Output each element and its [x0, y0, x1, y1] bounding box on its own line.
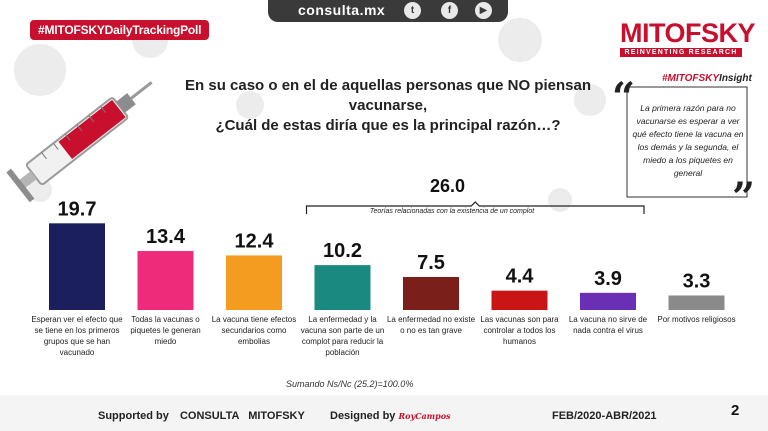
- designed-by-prefix: Designed by: [330, 410, 396, 422]
- bar-7: [580, 292, 636, 310]
- quote-box-frame: [626, 86, 748, 198]
- bar-value-label-1: 19.7: [58, 198, 97, 220]
- bar-3: [226, 255, 282, 310]
- bar-1: [49, 223, 105, 310]
- bar-6: [491, 290, 548, 310]
- bar-value-label-6: 4.4: [506, 266, 535, 288]
- brand-logo: MITOFSKY: [620, 18, 756, 48]
- syringe-illustration: [6, 81, 153, 203]
- twitter-icon[interactable]: t: [404, 2, 421, 19]
- footnote: Sumando Ns/Nc (25.2)=100.0%: [286, 379, 414, 389]
- category-label-2: Todas la vacunas o piquetes le generan m…: [130, 315, 201, 346]
- group-bracket: [305, 201, 645, 214]
- bar-value-label-8: 3.3: [683, 270, 711, 292]
- group-total-value: 26.0: [430, 176, 466, 196]
- insight-hash: #MITOFSKY: [662, 73, 720, 84]
- category-label-6: Las vacunas son para controlar a todos l…: [480, 315, 559, 346]
- bar-8: [668, 295, 725, 310]
- question-title: En su caso o en el de aquellas personas …: [168, 76, 608, 136]
- bar-value-label-4: 10.2: [323, 240, 362, 262]
- page-number: 2: [731, 402, 740, 419]
- bar-value-label-2: 13.4: [146, 226, 186, 248]
- insight-hashtag: #MITOFSKYInsight: [662, 73, 752, 84]
- facebook-icon[interactable]: f: [441, 2, 458, 19]
- supported-by-prefix: Supported by: [98, 410, 169, 422]
- open-quote-icon: “: [612, 74, 636, 121]
- supported-by: Supported by CONSULTA MITOFSKY: [98, 410, 305, 422]
- designed-by: Designed by RoyCampos: [330, 410, 451, 422]
- question-line-2: ¿Cuál de estas diría que es la principal…: [215, 117, 561, 134]
- category-label-8: Por motivos religiosos: [657, 315, 736, 324]
- bar-value-label-5: 7.5: [417, 252, 445, 274]
- insight-quote: La primera razón para no vacunarse es es…: [632, 103, 744, 178]
- bar-2: [137, 251, 194, 310]
- supported-by-name: CONSULTA MITOFSKY: [179, 410, 305, 422]
- category-label-3: La vacuna tiene efectos secundarios como…: [211, 315, 297, 346]
- close-quote-icon: ”: [732, 174, 756, 221]
- group-label: Teorías relacionadas con la existencia d…: [369, 208, 535, 215]
- category-label-4: La enfermedad y la vacuna son parte de u…: [300, 315, 385, 357]
- site-url-link[interactable]: consulta.mx: [298, 2, 386, 18]
- category-label-7: La vacuna no sirve de nada contra el vir…: [568, 315, 648, 335]
- category-label-5: La enfermedad no existe o no es tan grav…: [386, 315, 476, 335]
- bar-4: [314, 265, 371, 310]
- bar-5: [403, 277, 459, 310]
- bar-value-label-3: 12.4: [235, 230, 275, 252]
- daily-tracking-hashtag-badge: #MITOFSKYDailyTrackingPoll: [30, 20, 210, 40]
- insight-word: Insight: [719, 73, 752, 84]
- bar-value-label-7: 3.9: [594, 268, 622, 290]
- designer-signature: RoyCampos: [398, 411, 451, 421]
- date-range: FEB/2020-ABR/2021: [552, 410, 657, 422]
- category-label-1: Esperan ver el efecto que se tiene en lo…: [31, 315, 123, 357]
- question-line-1: En su caso o en el de aquellas personas …: [185, 77, 591, 114]
- brand-tagline: REINVENTING RESEARCH: [620, 48, 742, 57]
- youtube-icon[interactable]: ▶: [475, 2, 492, 19]
